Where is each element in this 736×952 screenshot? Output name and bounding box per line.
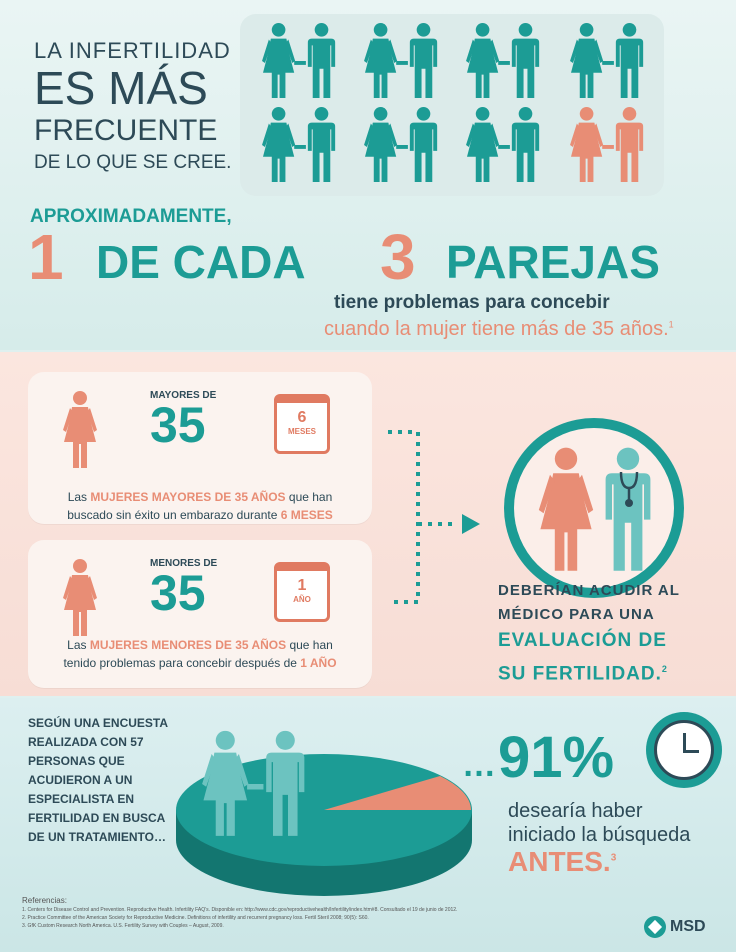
survey-line: DE UN TRATAMIENTO… [28,830,166,844]
intro-line-4: DE LO QUE SE CREE. [34,152,232,173]
card-1-text-a: Las [67,490,91,504]
calendar-top [277,565,327,571]
headline-de-cada: DE CADA [96,236,306,288]
pie-chart-91 [176,754,472,896]
intro-line-1: LA INFERTILIDAD [34,38,231,63]
advice-line-4: SU FERTILIDAD. [498,663,662,685]
card-2-text-d: tenido problemas para concebir después d… [63,656,301,670]
card-2-text-e: 1 AÑO [300,656,337,670]
card-under-35: MENORES DE 35 1 AÑO Las MUJERES MENORES … [28,540,372,688]
couple-icon [462,106,550,184]
card-1-text-c: que han [285,490,333,504]
card-1-age: 35 [150,397,206,453]
headline-parejas: PAREJAS [446,236,660,288]
couple-icon-highlighted [566,106,654,184]
headline-sub-1: tiene problemas para concebir [334,292,610,313]
couple-icon [258,22,346,100]
woman-icon [58,558,102,638]
survey-text: SEGÚN UNA ENCUESTA REALIZADA CON 57 PERS… [28,714,168,847]
intro-line-3: FRECUENTE [34,114,218,147]
calendar-number: 1 [297,577,307,594]
card-1-text-b: MUJERES MAYORES DE 35 AÑOS [90,490,286,504]
ref-1: 1 [668,319,674,330]
survey-percent: 91% [498,725,615,790]
survey-line-2: iniciado la búsqueda [508,824,691,846]
reference-3: 3. GfK Custom Research North America. U.… [22,923,224,929]
bottom-section: SEGÚN UNA ENCUESTA REALIZADA CON 57 PERS… [0,698,736,952]
doctor-badge [504,418,684,598]
stethoscope-icon [619,471,639,507]
couples-panel [240,14,664,196]
card-1-text: Las MUJERES MAYORES DE 35 AÑOS que han b… [28,488,372,524]
survey-line-1: desearía haber [508,800,643,822]
card-1-label: MAYORES DE [150,390,217,401]
calendar-icon: 1 AÑO [274,562,330,622]
survey-antes: ANTES. [508,846,611,877]
couple-icon [258,106,346,184]
doctor-badge-inner [514,428,674,588]
reference-2: 2. Practice Committee of the American So… [22,915,369,921]
headline-sub-2-text: cuando la mujer tiene más de 35 años. [324,318,669,340]
clock-icon [646,712,722,788]
card-over-35: MAYORES DE 35 6 MESES Las MUJERES MAYORE… [28,372,372,524]
headline-number-3: 3 [380,221,416,293]
advice-line-3: EVALUACIÓN DE [498,630,667,651]
survey-line: REALIZADA CON 57 [28,735,144,749]
survey-line: ACUDIERON A UN [28,773,133,787]
couple-icon [462,22,550,100]
card-2-text-a: Las [67,638,90,652]
intro-line-2: ES MÁS [34,62,208,114]
card-2-age: 35 [150,565,206,621]
survey-dots: … [462,746,496,784]
survey-antes-wrap: ANTES.3 [508,846,616,878]
card-1-text-e: 6 MESES [280,508,333,522]
card-2-text-c: que han [286,638,333,652]
references: Referencias: 1. Centers for Disease Cont… [22,896,622,930]
calendar-unit: MESES [287,427,316,436]
calendar-icon: 6 MESES [274,394,330,454]
calendar-top [277,397,327,403]
survey-line: FERTILIDAD EN BUSCA [28,811,166,825]
middle-section: MAYORES DE 35 6 MESES Las MUJERES MAYORE… [0,352,736,696]
calendar-unit: AÑO [293,595,311,604]
doctor-icon [596,444,660,576]
survey-line: SEGÚN UNA ENCUESTA [28,716,169,730]
headline-number-1: 1 [28,221,64,293]
advice-line-2: MÉDICO PARA UNA [498,606,655,623]
couple-icon [360,22,448,100]
woman-icon [58,390,102,470]
ref-2: 2 [661,664,668,674]
msd-logo-icon [644,916,666,938]
card-2-text-b: MUJERES MENORES DE 35 AÑOS [89,638,287,652]
card-1-text-d: buscado sin éxito un embarazo durante [67,508,281,522]
advice-line-4-wrap: SU FERTILIDAD.2 [498,656,718,687]
top-section: LA INFERTILIDAD ES MÁS FRECUENTE DE LO Q… [0,0,736,350]
clock-hand [683,733,686,753]
couple-icon [360,106,448,184]
pie-slice-small [324,776,471,810]
survey-line: PERSONAS QUE [28,754,125,768]
card-2-label: MENORES DE [150,558,218,569]
card-2-text: Las MUJERES MENORES DE 35 AÑOS que han t… [28,636,372,672]
ref-3: 3 [610,852,617,864]
clock-face [654,720,714,780]
references-title: Referencias: [22,896,67,905]
msd-logo-diamond [647,919,663,935]
survey-line: ESPECIALISTA EN [28,792,135,806]
msd-logo-text: MSD [670,918,706,935]
calendar-number: 6 [297,409,307,426]
couple-icon [566,22,654,100]
couple-icon [198,726,318,842]
clock-hand [683,750,699,753]
advice-line-1: DEBERÍAN ACUDIR AL [498,582,680,599]
connector-arrow [388,430,480,604]
woman-icon [534,446,598,574]
headline-sub-2: cuando la mujer tiene más de 35 años.1 [324,318,674,341]
reference-1: 1. Centers for Disease Control and Preve… [22,907,458,913]
approx-label: APROXIMADAMENTE, [30,206,232,227]
